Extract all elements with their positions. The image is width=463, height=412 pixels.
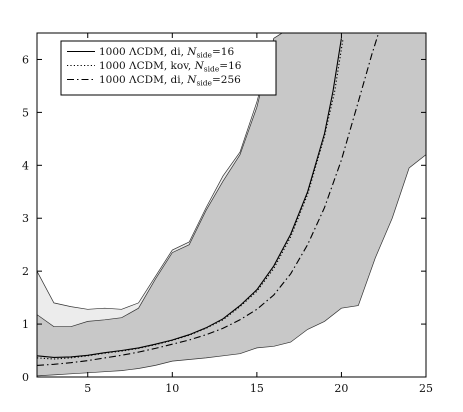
x-tick-label: 20 xyxy=(334,382,348,395)
series-line-1 xyxy=(37,38,344,360)
y-tick-label: 2 xyxy=(22,265,29,278)
y-tick-label: 0 xyxy=(22,371,29,384)
plot-frame xyxy=(36,32,427,378)
x-tick-label: 5 xyxy=(84,382,91,395)
x-tick-label: 25 xyxy=(419,382,433,395)
series-line-2 xyxy=(37,33,380,366)
y-tick-label: 6 xyxy=(22,53,29,66)
y-tick-label: 1 xyxy=(22,318,29,331)
axis-ticks: 5 10 15 20 25 0 1 2 3 4 5 6 xyxy=(22,33,433,395)
y-tick-label: 5 xyxy=(22,106,29,119)
band-1 xyxy=(37,33,426,377)
y-tick-label: 3 xyxy=(22,212,29,225)
y-tick-label: 4 xyxy=(22,159,29,172)
x-tick-label: 10 xyxy=(165,382,179,395)
legend-label-1: 1000 ΛCDM, kov, Nside=16 xyxy=(99,60,242,74)
legend-label-2: 1000 ΛCDM, di, Nside=256 xyxy=(99,74,241,88)
series-lines xyxy=(37,33,380,366)
legend-label-0: 1000 ΛCDM, di, Nside=16 xyxy=(99,46,234,60)
legend-box xyxy=(60,40,277,96)
x-tick-label: 15 xyxy=(250,382,264,395)
